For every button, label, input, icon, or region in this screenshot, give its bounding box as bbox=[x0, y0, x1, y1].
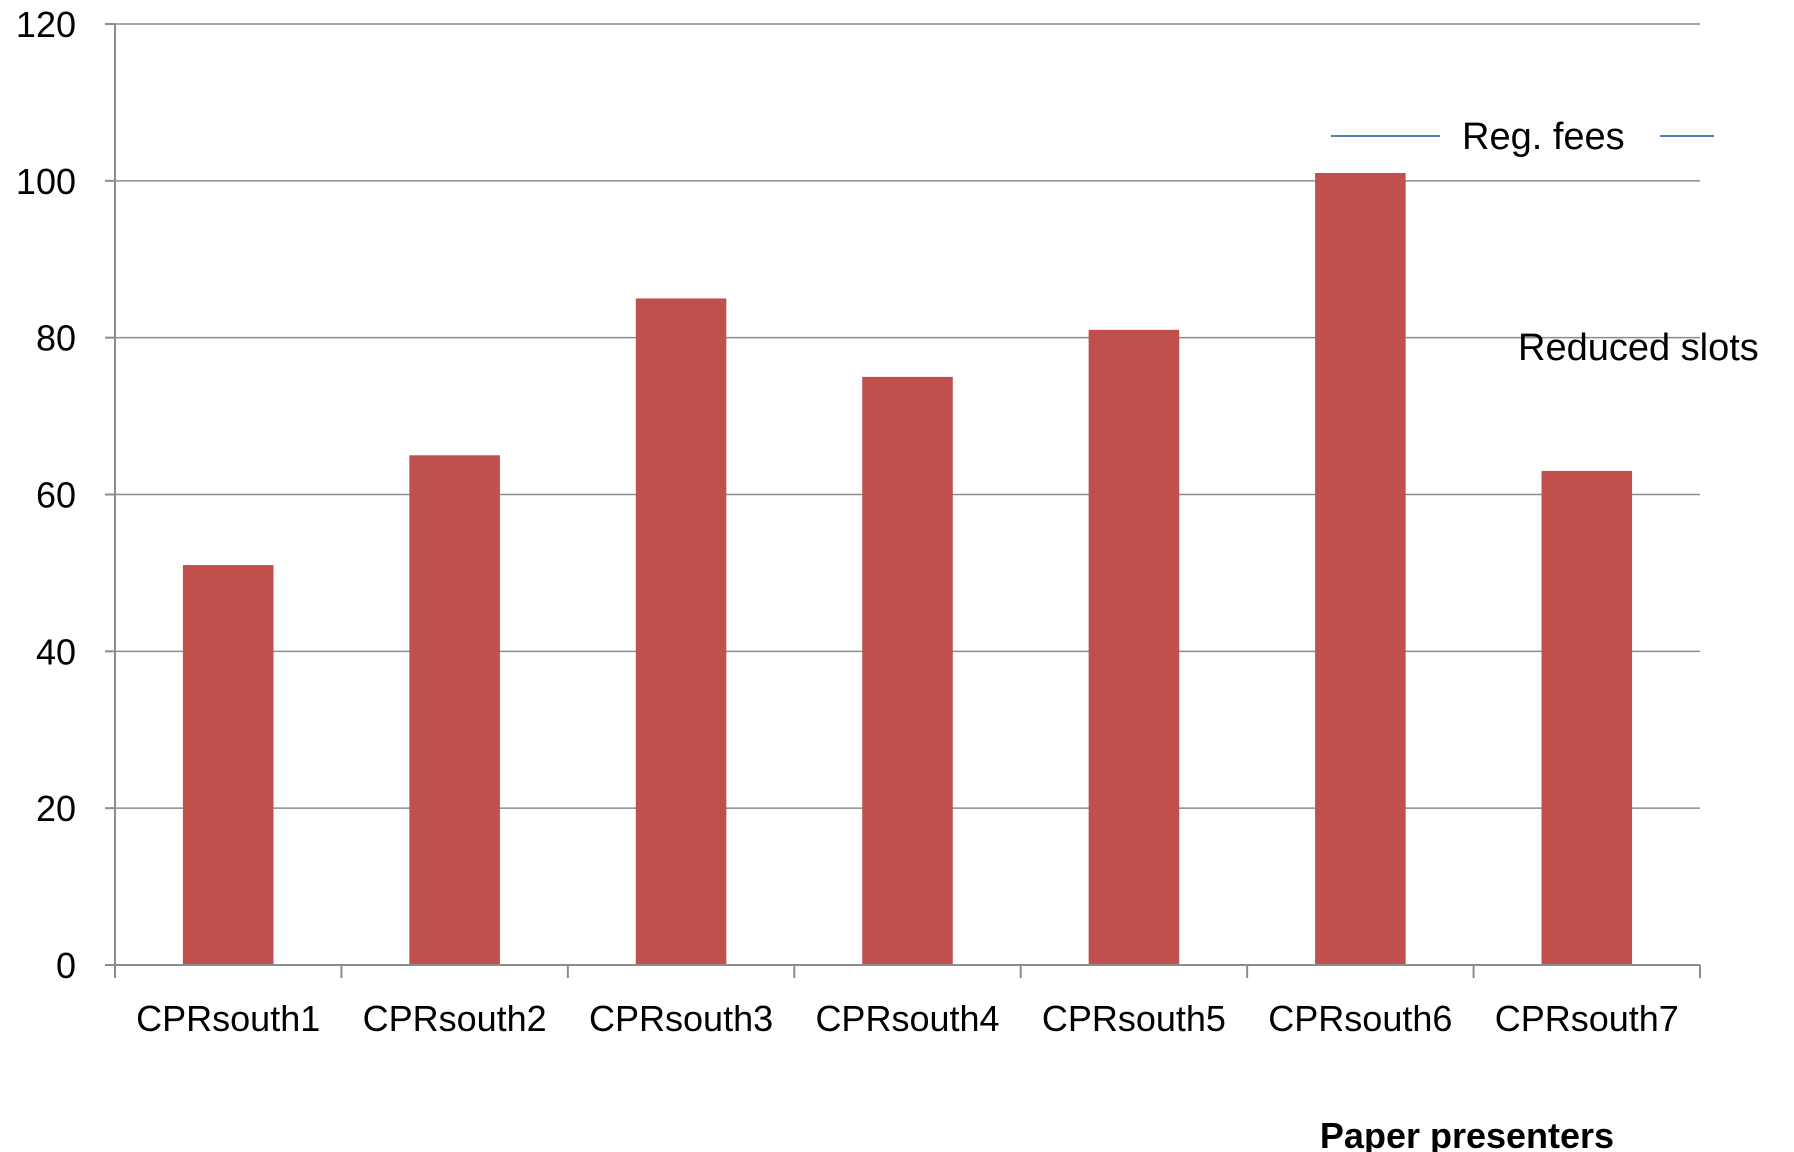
x-tick-label: CPRsouth6 bbox=[1268, 998, 1452, 1039]
x-tick-label: CPRsouth1 bbox=[136, 998, 320, 1039]
y-tick-label: 20 bbox=[36, 788, 76, 829]
bar-cprsouth5 bbox=[1088, 329, 1180, 965]
bar-cprsouth4 bbox=[862, 376, 953, 965]
x-axis-label: Paper presenters bbox=[1320, 1115, 1614, 1152]
y-tick-label: 120 bbox=[16, 4, 76, 45]
bar-cprsouth7 bbox=[1541, 470, 1633, 965]
bar-cprsouth6 bbox=[1315, 172, 1406, 965]
y-tick-label: 0 bbox=[56, 945, 76, 986]
x-axis-ticks: CPRsouth1 CPRsouth2 CPRsouth3 CPRsouth4 CPRs… bbox=[114, 965, 1701, 1039]
y-tick-label: 80 bbox=[36, 318, 76, 359]
y-tick-label: 40 bbox=[36, 631, 76, 672]
bar-cprsouth1 bbox=[182, 565, 274, 965]
reg-fees-annotation: Reg. fees bbox=[1462, 116, 1625, 158]
x-tick-label: CPRsouth5 bbox=[1042, 998, 1226, 1039]
bar-cprsouth3 bbox=[635, 298, 727, 965]
x-tick-label: CPRsouth7 bbox=[1495, 998, 1679, 1039]
x-tick-label: CPRsouth3 bbox=[589, 998, 773, 1039]
y-axis-ticks: 0 20 40 60 80 100 120 bbox=[16, 4, 115, 986]
bars bbox=[182, 172, 1633, 965]
x-tick-label: CPRsouth2 bbox=[363, 998, 547, 1039]
reduced-slots-annotation: Reduced slots bbox=[1518, 327, 1759, 369]
x-tick-label: CPRsouth4 bbox=[815, 998, 999, 1039]
bar-cprsouth2 bbox=[409, 455, 500, 965]
y-tick-label: 60 bbox=[36, 475, 76, 516]
y-tick-label: 100 bbox=[16, 161, 76, 202]
